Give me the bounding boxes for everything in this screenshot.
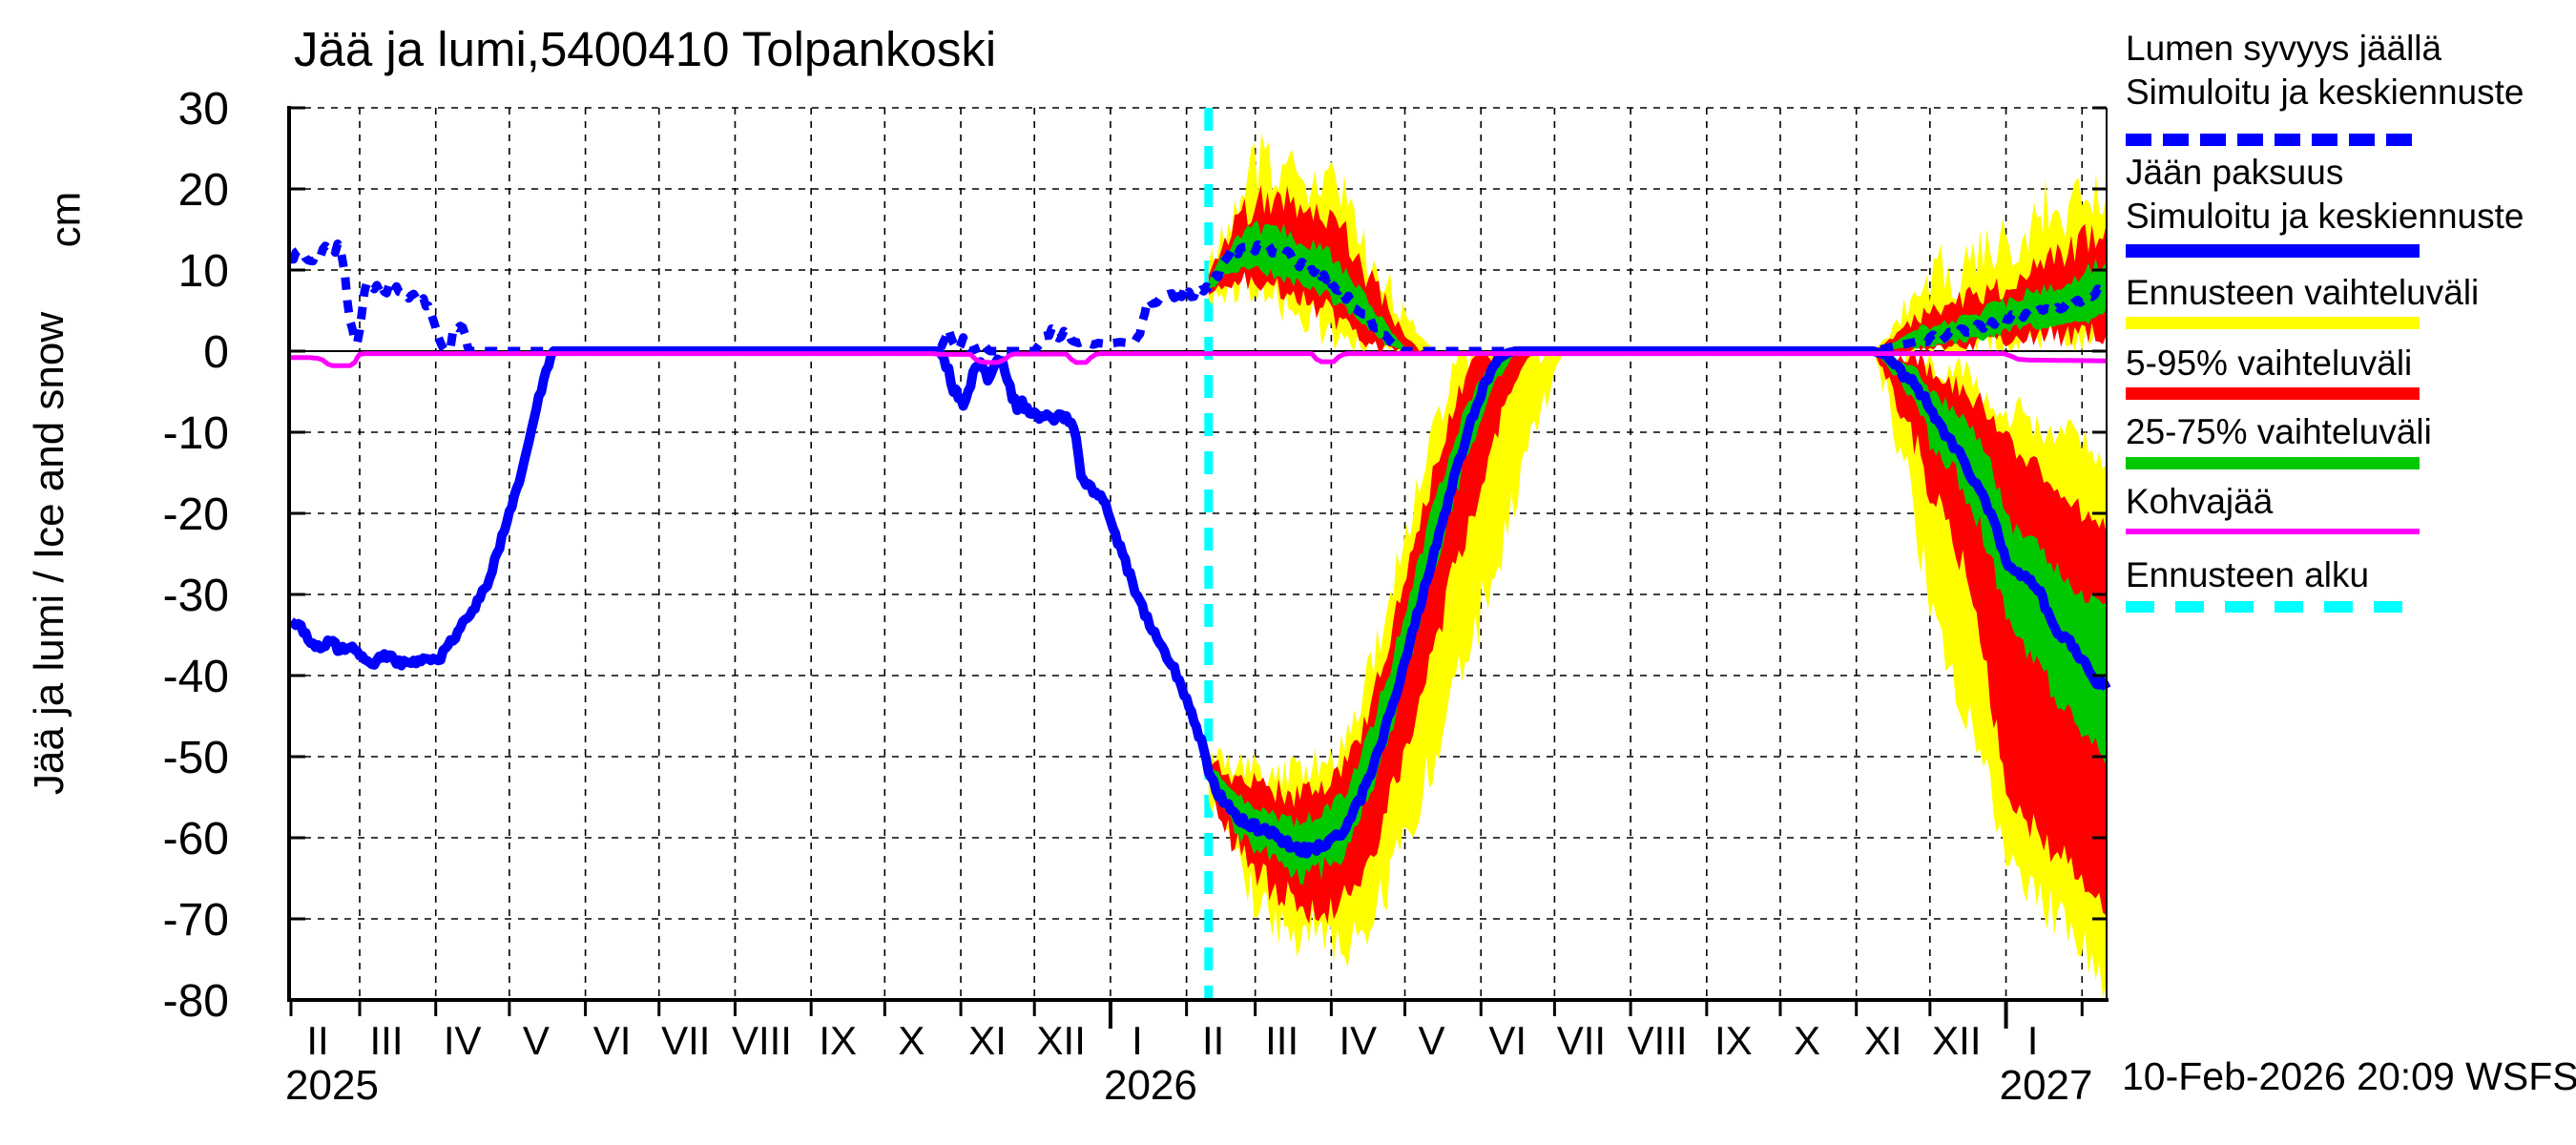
- year-label: 2025: [285, 1062, 379, 1109]
- month-label: V: [1419, 1018, 1445, 1063]
- legend-entry-magenta: Kohvajää: [2126, 480, 2273, 524]
- legend-entry-red: 5-95% vaihteluväli: [2126, 342, 2412, 385]
- legend-label: 5-95% vaihteluväli: [2126, 344, 2413, 383]
- y-tick-label: -70: [163, 895, 229, 946]
- y-tick-label: -10: [163, 408, 229, 459]
- legend-swatch-red: [2126, 387, 2420, 400]
- month-label: III: [1265, 1018, 1298, 1063]
- month-label: XII: [1932, 1018, 1981, 1063]
- legend-entry-green: 25-75% vaihteluväli: [2126, 410, 2432, 454]
- y-tick-label: -50: [163, 733, 229, 783]
- month-label: IV: [1340, 1018, 1378, 1063]
- kohvajaa-line: [291, 351, 2107, 368]
- month-label: II: [1202, 1018, 1224, 1063]
- month-label: XI: [968, 1018, 1007, 1063]
- legend-label: Ennusteen alku: [2126, 555, 2370, 594]
- legend-label: Ennusteen vaihteluväli: [2126, 273, 2480, 312]
- month-label: X: [898, 1018, 924, 1063]
- ice_thickness-line: [287, 346, 2111, 859]
- y-tick-label: -20: [163, 489, 229, 540]
- month-label: I: [1132, 1018, 1143, 1063]
- legend-label: Lumen syvyys jäällä: [2126, 29, 2442, 68]
- legend-label: Simuloitu ja keskiennuste: [2126, 197, 2524, 236]
- month-label: XII: [1037, 1018, 1086, 1063]
- y-tick-label: 10: [178, 246, 229, 297]
- month-label: VII: [661, 1018, 710, 1063]
- legend-entry-cyan-dashed: Ennusteen alku: [2126, 553, 2369, 597]
- snow_25_75_winter2027-band: [1873, 258, 2107, 351]
- month-label: VIII: [732, 1018, 792, 1063]
- ice_25_75_spring2026-band: [1208, 351, 1516, 885]
- timestamp: 10-Feb-2026 20:09 WSFS-P: [2122, 1054, 2576, 1098]
- legend-entry-blue-solid: Jään paksuus Simuloitu ja keskiennuste: [2126, 151, 2524, 239]
- month-label: VII: [1557, 1018, 1606, 1063]
- month-label: VI: [1488, 1018, 1527, 1063]
- y-tick-label: -40: [163, 652, 229, 702]
- ice_5_95_winter2027-band: [1873, 351, 2107, 916]
- year-label: 2026: [1104, 1062, 1197, 1109]
- ice_25_75_winter2027-band: [1873, 351, 2107, 766]
- month-label: II: [306, 1018, 328, 1063]
- legend-swatch-blue-dashed: [2126, 134, 2420, 146]
- legend-swatch-yellow: [2126, 317, 2420, 329]
- legend-swatch-blue-solid: [2126, 244, 2420, 258]
- y-tick-label: 0: [203, 327, 229, 378]
- snow_depth_on_ice-line: [289, 239, 2109, 356]
- legend-entry-blue-dashed: Lumen syvyys jäällä Simuloitu ja keskienn…: [2126, 27, 2524, 114]
- y-tick-label: 30: [178, 84, 229, 135]
- year-label: 2027: [2000, 1062, 2093, 1109]
- month-label: IX: [1714, 1018, 1753, 1063]
- y-tick-label: -80: [163, 976, 229, 1027]
- y-tick-label: 20: [178, 165, 229, 216]
- legend-label: Kohvajää: [2126, 482, 2274, 521]
- month-label: IX: [819, 1018, 857, 1063]
- legend-label: 25-75% vaihteluväli: [2126, 412, 2432, 451]
- month-label: IV: [444, 1018, 482, 1063]
- legend-swatch-cyan-dashed: [2126, 601, 2420, 613]
- legend-label: Simuloitu ja keskiennuste: [2126, 73, 2524, 112]
- month-label: VI: [593, 1018, 632, 1063]
- legend-label: Jään paksuus: [2126, 153, 2344, 192]
- y-tick-label: -30: [163, 571, 229, 621]
- month-label: I: [2027, 1018, 2039, 1063]
- month-label: III: [369, 1018, 403, 1063]
- month-label: X: [1794, 1018, 1820, 1063]
- y-tick-label: -60: [163, 814, 229, 864]
- legend-entry-yellow: Ennusteen vaihteluväli: [2126, 271, 2479, 315]
- legend-swatch-green: [2126, 457, 2420, 469]
- month-label: V: [523, 1018, 550, 1063]
- month-label: XI: [1864, 1018, 1902, 1063]
- legend-swatch-magenta: [2126, 529, 2420, 534]
- chart-title: Jää ja lumi,5400410 Tolpankoski: [294, 22, 997, 76]
- month-label: VIII: [1628, 1018, 1688, 1063]
